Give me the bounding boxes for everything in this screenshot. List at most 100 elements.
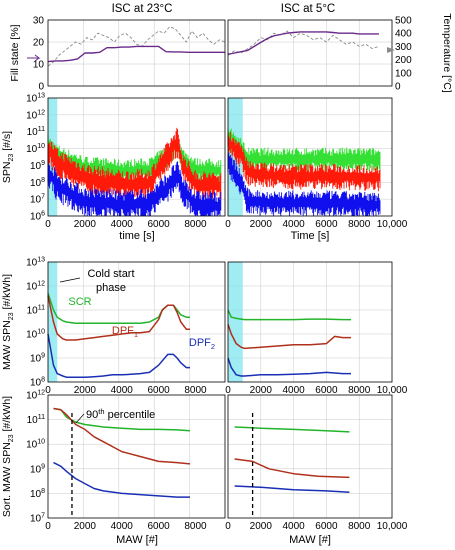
percentile-annotation: 90th percentile xyxy=(86,407,155,421)
maw-dpf1-line-left xyxy=(47,295,190,341)
x-tick-label: 0 xyxy=(225,385,231,396)
x-tick-label: 8000 xyxy=(348,521,371,532)
x-tick-label: 2000 xyxy=(74,219,97,230)
x-tick-label: 6000 xyxy=(315,219,338,230)
cold-start-band-left xyxy=(48,262,58,382)
sorted-y-ticks: 107 108 109 1010 1011 1012 xyxy=(26,390,45,525)
dpf2-annotation: DPF2 xyxy=(189,337,215,351)
x-tick-label: 10,000 xyxy=(377,521,408,532)
temperature-y-ticks: 0 100 200 300 400 500 xyxy=(395,16,412,93)
spn-axis-label: SPN23 [#/s] xyxy=(1,131,15,183)
y-tick-label: 109 xyxy=(30,463,45,475)
scr-annotation: SCR xyxy=(68,296,91,308)
temperature-line-left xyxy=(47,45,225,63)
y-tick-label: 500 xyxy=(395,16,412,27)
panel-sorted-frame-right xyxy=(227,394,393,519)
y-tick-label: 107 xyxy=(30,194,45,206)
sorted-dpf1-line-right xyxy=(234,458,350,479)
maw-dpf2-line-right xyxy=(227,357,351,377)
panel-spn-frame-left xyxy=(47,97,226,217)
maw-left-grid xyxy=(48,262,225,382)
sorted-scr-line-right xyxy=(234,426,350,433)
sorted-dpf1-line-left xyxy=(53,407,191,465)
percentile-pointer xyxy=(75,413,85,424)
y-tick-label: 0 xyxy=(38,82,44,93)
x-tick-label: 0 xyxy=(225,219,231,230)
maw-x-ticks: 0 2000 4000 6000 8000 0 2000 4000 6000 8000 10,000 xyxy=(45,385,408,396)
x-tick-label: 8000 xyxy=(348,219,371,230)
maw-dpf2-line-left xyxy=(47,333,190,378)
cold-start-annotation-line2: phase xyxy=(96,282,126,294)
maw-right-grid xyxy=(228,262,392,382)
x-tick-label: 8000 xyxy=(184,385,207,396)
right-axis-arrow xyxy=(387,47,395,53)
y-tick-label: 108 xyxy=(30,177,45,189)
x-tick-label: 2000 xyxy=(250,219,273,230)
maw-axis-label: MAW SPN23 [#/kWh] xyxy=(1,274,15,370)
y-tick-label: 108 xyxy=(30,488,45,500)
x-tick-label: 4000 xyxy=(111,521,134,532)
sorted-dpf2-line-left xyxy=(53,461,190,498)
x-tick-label: 2000 xyxy=(250,521,273,532)
left-axis-arrow xyxy=(27,54,41,62)
y-tick-label: 200 xyxy=(395,55,412,66)
x-tick-label: 8000 xyxy=(184,521,207,532)
y-tick-label: 1012 xyxy=(26,281,45,293)
cold-start-annotation-line1: Cold start xyxy=(87,268,134,280)
sorted-right-grid xyxy=(228,395,392,518)
y-tick-label: 100 xyxy=(395,68,412,79)
fill-state-axis-label: Fill state [%] xyxy=(9,24,21,81)
x-tick-label: 10,000 xyxy=(377,219,408,230)
x-tick-label: 8000 xyxy=(184,219,207,230)
x-tick-label: 4000 xyxy=(282,219,305,230)
y-tick-label: 1011 xyxy=(27,126,45,138)
y-tick-label: 30 xyxy=(33,16,45,27)
fill-state-line-left xyxy=(47,26,226,67)
temperature-axis-label: Temperature [°C] xyxy=(441,13,453,93)
cold-start-band-right xyxy=(228,262,243,382)
y-tick-label: 1010 xyxy=(26,439,45,451)
y-tick-label: 0 xyxy=(395,82,401,93)
time-axis-label-left: time [s] xyxy=(119,230,154,242)
y-tick-label: 1011 xyxy=(27,414,45,426)
fill-state-line-right xyxy=(227,30,380,56)
column-title-left: ISC at 23°C xyxy=(112,3,173,15)
panel-fill-frame-left xyxy=(47,19,226,87)
x-tick-label: 6000 xyxy=(148,521,171,532)
sorted-axis-label: Sort. MAW SPN23 [#/kWh] xyxy=(1,396,15,517)
dpf1-annotation: DPF1 xyxy=(112,325,138,339)
y-tick-label: 10 xyxy=(33,60,45,71)
y-tick-label: 1010 xyxy=(26,143,45,155)
x-tick-label: 8000 xyxy=(348,385,371,396)
time-axis-label-right: Time [s] xyxy=(291,230,330,242)
x-tick-label: 6000 xyxy=(148,385,171,396)
y-tick-label: 1013 xyxy=(26,257,45,269)
spn-x-ticks: 0 2000 4000 6000 8000 0 2000 4000 6000 8000 10,000 xyxy=(45,219,408,230)
y-tick-label: 1011 xyxy=(27,305,45,317)
x-tick-label: 6000 xyxy=(315,385,338,396)
x-tick-label: 0 xyxy=(225,521,231,532)
column-title-right: ISC at 5°C xyxy=(281,3,335,15)
y-tick-label: 109 xyxy=(30,353,45,365)
y-tick-label: 1010 xyxy=(26,329,45,341)
fill-left-grid xyxy=(48,20,225,86)
panel-sorted-frame-left xyxy=(47,394,226,519)
sorted-dpf2-line-right xyxy=(234,485,350,493)
x-tick-label: 4000 xyxy=(111,385,134,396)
y-tick-label: 108 xyxy=(30,377,45,389)
sorted-scr-line-left xyxy=(53,407,191,432)
y-tick-label: 300 xyxy=(395,42,412,53)
maw-axis-label-right: MAW [#] xyxy=(289,534,331,546)
x-tick-label: 10,000 xyxy=(377,385,408,396)
panel-fill-frame-right xyxy=(227,19,393,87)
y-tick-label: 106 xyxy=(30,211,45,223)
sorted-x-ticks: 0 2000 4000 6000 8000 0 2000 4000 6000 8000 10,000 xyxy=(45,521,408,532)
fill-right-grid xyxy=(228,20,392,86)
y-tick-label: 109 xyxy=(30,160,45,172)
x-tick-label: 2000 xyxy=(74,385,97,396)
panel-maw-frame-right xyxy=(227,261,393,383)
x-tick-label: 0 xyxy=(45,521,51,532)
y-tick-label: 1012 xyxy=(26,390,45,402)
